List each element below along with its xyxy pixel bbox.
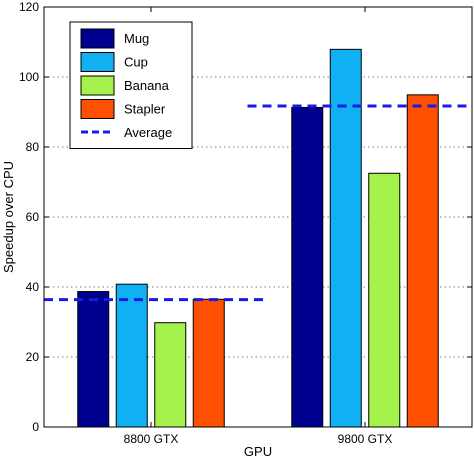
legend-label: Cup	[124, 55, 148, 70]
bar-banana	[368, 172, 401, 428]
x-axis-ticks: 8800 GTX 9800 GTX	[124, 7, 393, 446]
legend-label: Banana	[124, 78, 170, 93]
legend-swatch-stapler	[80, 99, 115, 119]
y-axis-ticks: 0 20 40 60 80 100 120	[19, 0, 472, 434]
legend-label: Average	[124, 125, 172, 140]
y-tick-label: 0	[32, 420, 39, 434]
y-tick-label: 40	[26, 280, 40, 294]
bar-cup	[115, 283, 148, 428]
gridlines	[44, 76, 472, 358]
legend-label: Stapler	[124, 102, 166, 117]
bar-stapler	[192, 298, 225, 428]
legend-swatch-mug	[80, 28, 115, 49]
legend: Mug Cup Banana Stapler Average	[69, 21, 193, 149]
bar-banana	[154, 322, 187, 428]
y-tick-label: 100	[19, 70, 39, 84]
legend-label: Mug	[124, 31, 149, 46]
bar-mug	[291, 106, 324, 428]
y-tick-label: 120	[19, 0, 39, 14]
bar-cup	[329, 48, 362, 428]
legend-swatch-cup	[80, 52, 115, 72]
x-tick-label: 9800 GTX	[338, 432, 393, 446]
y-axis-title: Speedup over CPU	[1, 161, 16, 273]
legend-swatch-banana	[80, 75, 115, 96]
y-tick-label: 80	[26, 140, 40, 154]
bar-mug	[77, 291, 110, 428]
average-lines	[44, 104, 472, 302]
bar-stapler	[406, 94, 439, 428]
y-tick-label: 60	[26, 210, 40, 224]
y-tick-label: 20	[26, 350, 40, 364]
bars	[77, 48, 439, 428]
x-tick-label: 8800 GTX	[124, 432, 179, 446]
x-axis-title: GPU	[244, 444, 272, 459]
